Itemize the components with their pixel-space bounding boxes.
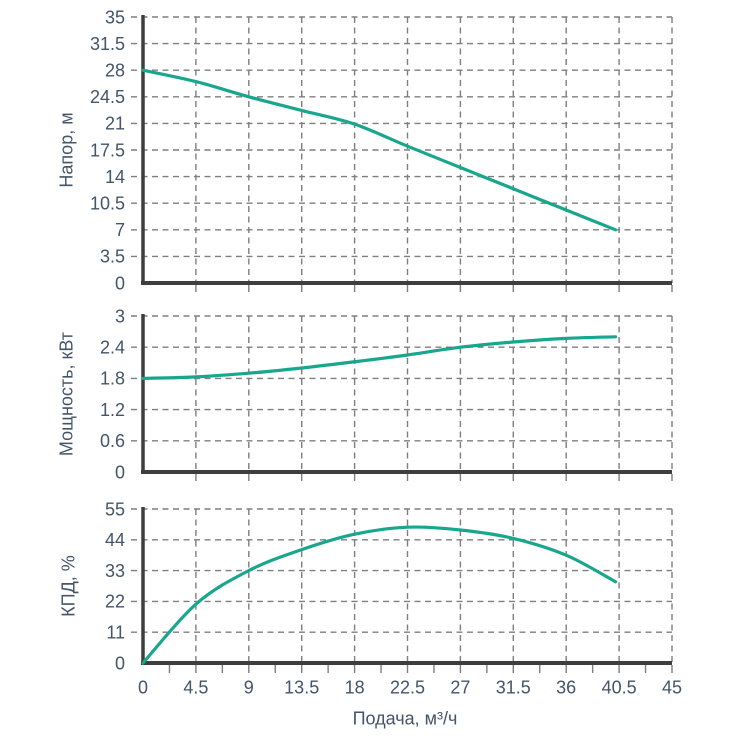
x-tick-label: 31.5	[496, 677, 531, 697]
efficiency-chart: 0 11 22 33 44 55 0 4.5 9 13.5 18 22.5 27 31.5 36 40.5 45	[105, 499, 682, 697]
x-axis-title: Подача, м³/ч	[352, 708, 458, 729]
gridlines	[131, 315, 673, 481]
y-tick-label: 14	[105, 167, 125, 187]
efficiency-curve	[141, 525, 618, 665]
head-y-axis-title: Напор, м	[56, 112, 77, 188]
y-tick-label: 24.5	[90, 87, 125, 107]
gridlines	[131, 16, 673, 292]
y-tick-label: 35	[105, 7, 125, 27]
y-tick-label: 0	[115, 653, 125, 673]
x-tick-label: 18	[345, 677, 365, 697]
head-chart: 0 3.5 7 10.5 14 17.5 21 24.5 28 31.5 35	[90, 7, 673, 293]
x-tick-label: 45	[662, 677, 682, 697]
y-tick-label: 2.4	[100, 338, 125, 358]
y-tick-label: 28	[105, 61, 125, 81]
y-tick-label: 3.5	[100, 247, 125, 267]
y-tick-label: 0.6	[100, 431, 125, 451]
x-tick-label: 0	[138, 677, 148, 697]
x-tick-label: 40.5	[602, 677, 637, 697]
y-tick-label: 11	[106, 623, 125, 643]
y-tick-label: 17.5	[90, 140, 125, 160]
y-tick-label: 1.2	[100, 400, 125, 420]
y-tick-label: 0	[115, 273, 125, 293]
y-tick-label: 55	[105, 499, 125, 519]
y-tick-label: 7	[115, 220, 125, 240]
x-tick-label: 9	[244, 677, 254, 697]
power-chart: 0 0.6 1.2 1.8 2.4 3	[100, 306, 673, 482]
efficiency-y-axis-title: КПД, %	[58, 555, 79, 617]
x-tick-label: 13.5	[284, 677, 319, 697]
x-tick-label: 27	[450, 677, 470, 697]
y-tick-label: 10.5	[90, 194, 125, 214]
x-tick-label: 4.5	[183, 677, 208, 697]
y-tick-label: 44	[105, 530, 125, 550]
y-tick-label: 22	[105, 592, 125, 612]
x-tick-label: 36	[556, 677, 576, 697]
y-tick-label: 1.8	[100, 369, 125, 389]
y-tick-label: 0	[115, 462, 125, 482]
y-tick-label: 33	[105, 561, 125, 581]
power-curve	[141, 335, 618, 380]
y-tick-label: 3	[115, 306, 125, 326]
y-tick-label: 31.5	[90, 34, 125, 54]
head-curve	[141, 68, 618, 232]
power-y-axis-title: Мощность, кВт	[56, 331, 77, 457]
y-tick-label: 21	[105, 114, 125, 134]
x-tick-label: 22.5	[390, 677, 425, 697]
